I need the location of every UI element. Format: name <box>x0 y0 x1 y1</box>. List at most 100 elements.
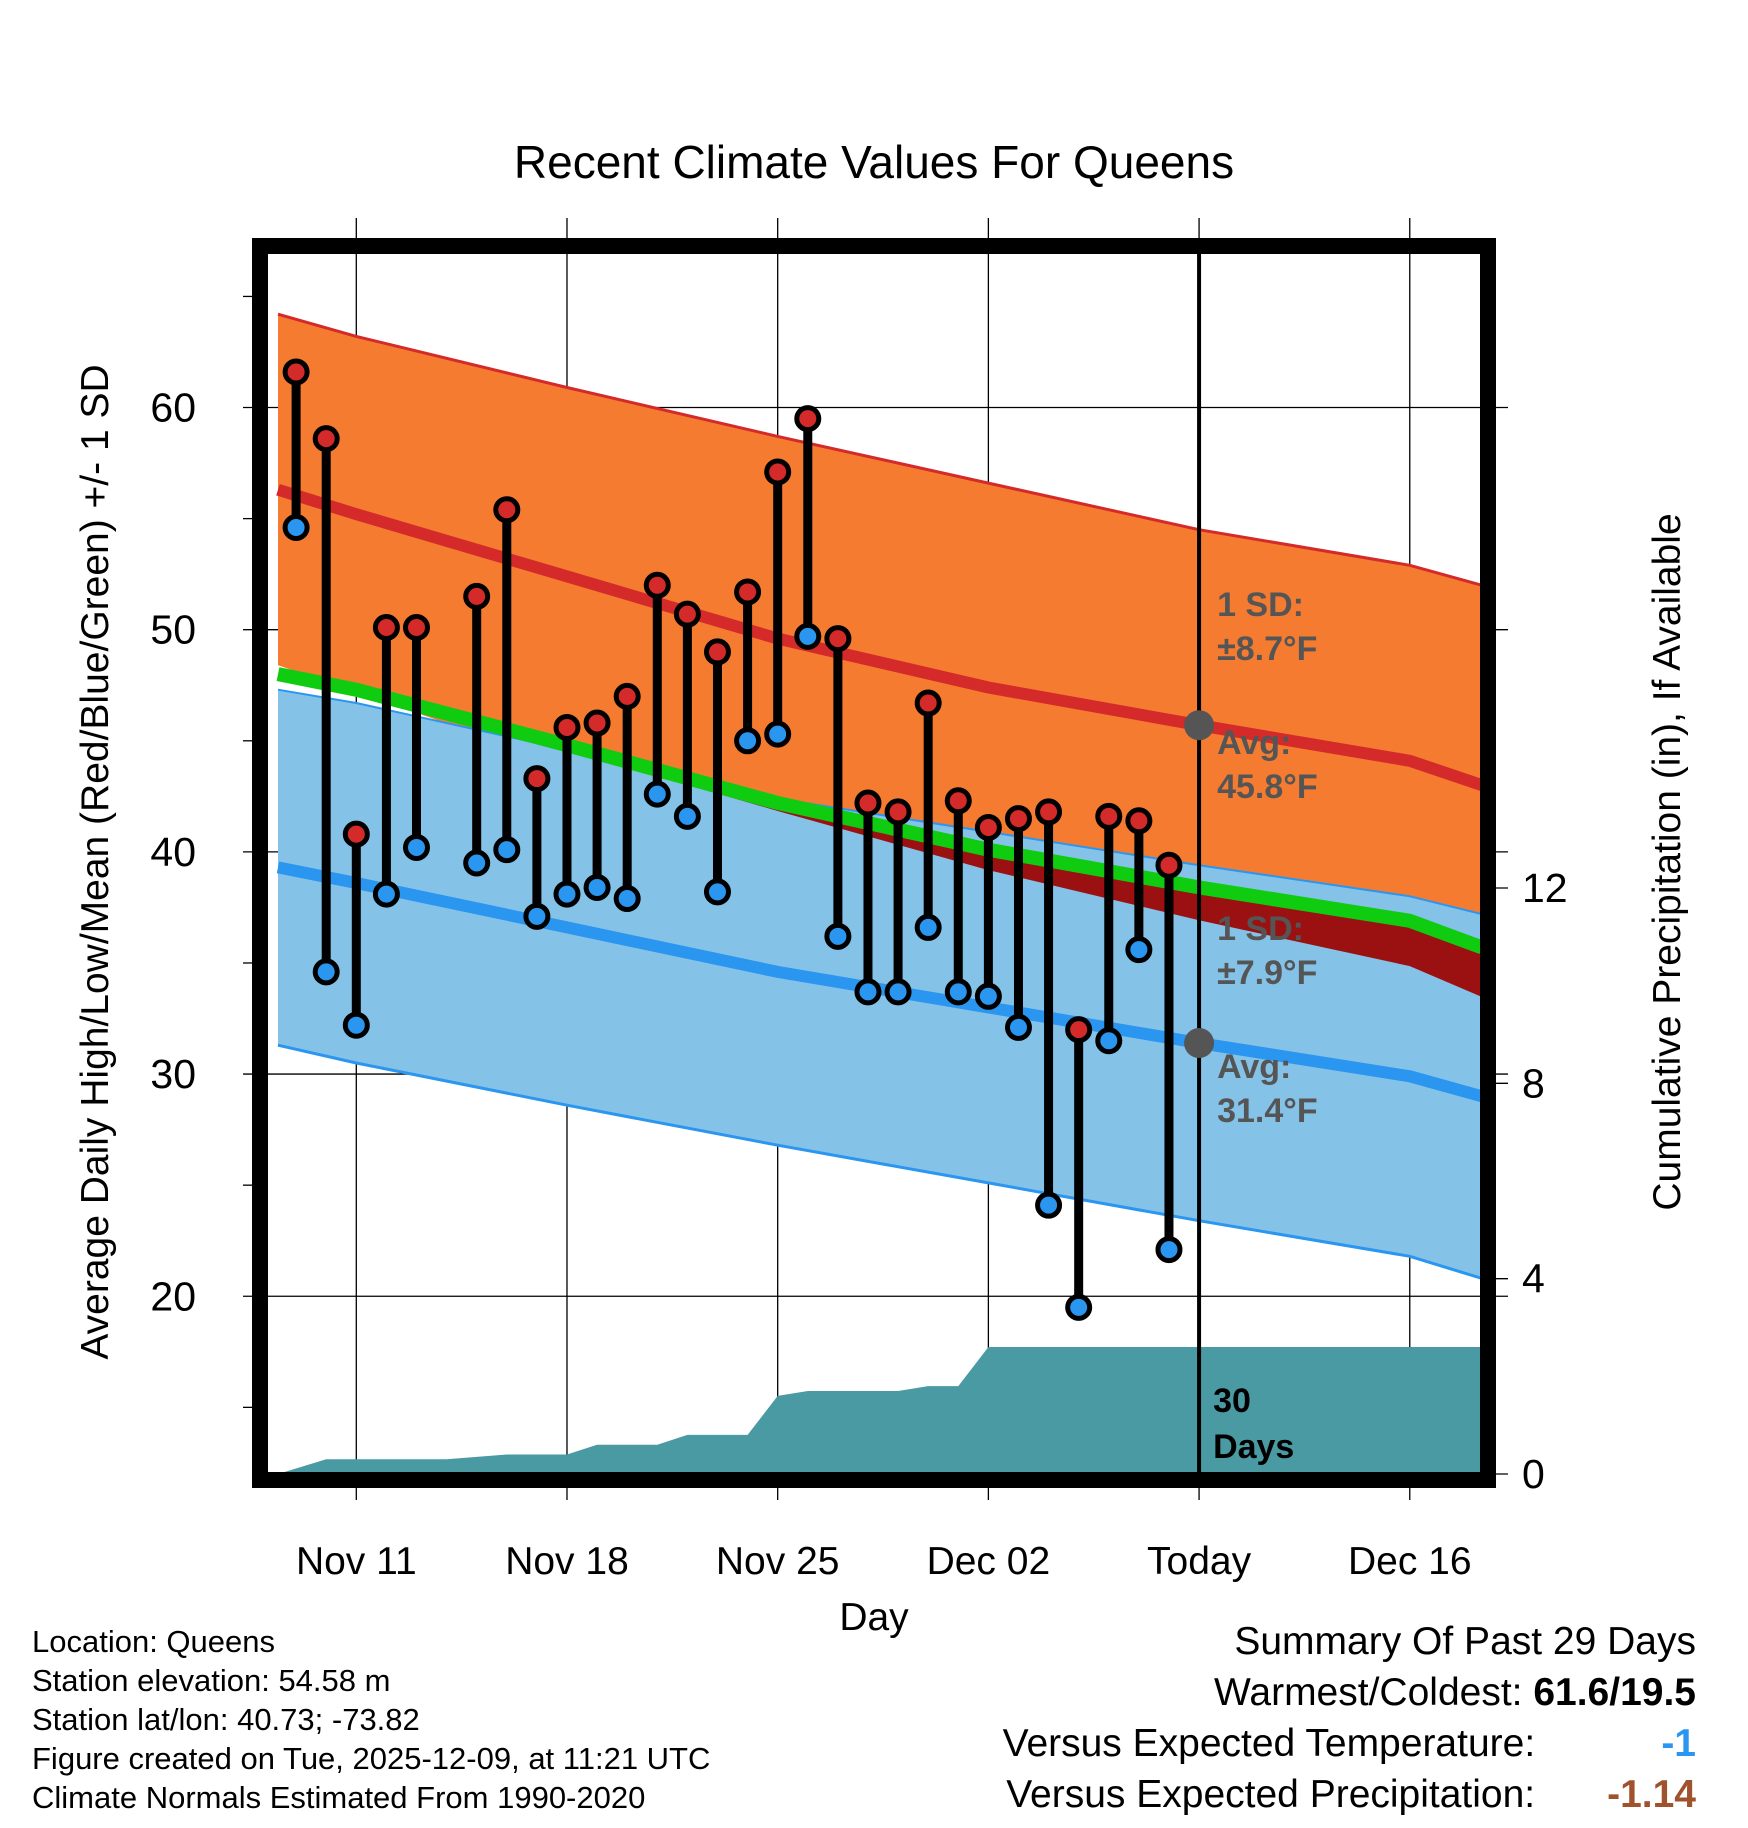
elevation-text: Station elevation: 54.58 m <box>32 1663 391 1698</box>
y-tick-label: 20 <box>150 1273 196 1319</box>
overlap-band <box>278 674 1482 997</box>
x-tick-label: Dec 16 <box>1348 1540 1472 1583</box>
high-point <box>854 789 882 817</box>
low-point <box>613 885 641 913</box>
temp-vs-expected-value: -1 <box>1661 1722 1696 1765</box>
high-point <box>884 798 912 826</box>
days-word: Days <box>1213 1428 1294 1466</box>
normals-text: Climate Normals Estimated From 1990-2020 <box>32 1780 646 1815</box>
high-point <box>734 578 762 606</box>
low-point <box>1155 1236 1183 1264</box>
low-point <box>884 978 912 1006</box>
high-point <box>673 600 701 628</box>
low-point <box>342 1011 370 1039</box>
low-point <box>703 878 731 906</box>
high-point <box>824 625 852 653</box>
precip-vs-expected-label: Versus Expected Precipitation: <box>1006 1773 1536 1816</box>
low-point <box>1095 1027 1123 1055</box>
high-point <box>944 787 972 815</box>
chart-title: Recent Climate Values For Queens <box>514 136 1234 188</box>
warmest-value: 61.6/19.5 <box>1533 1671 1696 1714</box>
low-avg-value: 31.4°F <box>1217 1092 1318 1130</box>
high-point <box>312 425 340 453</box>
y2-tick-label: 0 <box>1522 1451 1545 1497</box>
plot-area <box>276 252 1482 1474</box>
high-point <box>764 458 792 486</box>
warmest-coldest-row: Warmest/Coldest: 61.6/19.5 <box>1003 1667 1696 1718</box>
low-point <box>854 978 882 1006</box>
today-low-avg-dot <box>1184 1027 1215 1058</box>
low-lower-line <box>277 1043 1482 1280</box>
low-point <box>463 849 491 877</box>
high-point <box>583 709 611 737</box>
created-text: Figure created on Tue, 2025-12-09, at 11… <box>32 1741 711 1776</box>
y2-axis-label: Cumulative Precipitation (in), If Availa… <box>1646 513 1689 1210</box>
y-tick-label: 40 <box>150 829 196 875</box>
low-point <box>282 514 310 542</box>
station-info: Location: Queens Station elevation: 54.5… <box>32 1622 710 1817</box>
x-tick-label: Today <box>1147 1540 1252 1583</box>
low-point <box>643 780 671 808</box>
high-sd-label: 1 SD: <box>1217 586 1304 624</box>
low-point <box>402 833 430 861</box>
high-point <box>914 689 942 717</box>
low-point <box>944 978 972 1006</box>
high-point <box>1004 805 1032 833</box>
temp-vs-expected-label: Versus Expected Temperature: <box>1002 1722 1536 1765</box>
summary-panel: Summary Of Past 29 Days Warmest/Coldest:… <box>1003 1616 1696 1820</box>
high-sd-band <box>278 314 1482 986</box>
high-avg-line <box>276 483 1482 791</box>
high-point <box>643 571 671 599</box>
plot-frame <box>252 238 1496 1488</box>
location-text: Location: Queens <box>32 1624 276 1659</box>
axes: Nov 11 Nov 18 Nov 25 Dec 02 Today Dec 16 20 30 4… <box>150 238 1568 1583</box>
low-point <box>372 880 400 908</box>
y-axis-label: Average Daily High/Low/Mean (Red/Blue/Gr… <box>74 364 117 1359</box>
low-point <box>1125 936 1153 964</box>
high-point <box>1035 798 1063 826</box>
low-point <box>312 958 340 986</box>
high-point <box>493 496 521 524</box>
low-point <box>1004 1013 1032 1041</box>
high-avg-label: Avg: <box>1217 724 1291 762</box>
precip-vs-expected-value: -1.14 <box>1607 1773 1696 1816</box>
precip-vs-expected-row: Versus Expected Precipitation: -1.14 <box>1003 1769 1696 1820</box>
high-point <box>1095 802 1123 830</box>
high-point <box>1155 851 1183 879</box>
x-axis-label: Day <box>839 1596 909 1639</box>
low-upper-line <box>277 688 1482 916</box>
low-sd-value: ±7.9°F <box>1217 954 1317 992</box>
latlon-text: Station lat/lon: 40.73; -73.82 <box>32 1702 420 1737</box>
warmest-label: Warmest/Coldest: <box>1214 1671 1523 1714</box>
high-point <box>1065 1016 1093 1044</box>
high-point <box>342 820 370 848</box>
high-point <box>463 582 491 610</box>
low-point <box>794 622 822 650</box>
y2-tick-label: 12 <box>1522 865 1568 911</box>
high-point <box>1125 807 1153 835</box>
annotations: 1 SD: ±8.7°F Avg: 45.8°F 1 SD: ±7.9°F Avg: 31.4… <box>1184 586 1318 1466</box>
today-high-avg-dot <box>1184 710 1215 741</box>
y-tick-label: 30 <box>150 1051 196 1097</box>
y-tick-label: 50 <box>150 607 196 653</box>
high-point <box>974 813 1002 841</box>
y2-tick-label: 8 <box>1522 1060 1545 1106</box>
high-point <box>794 405 822 433</box>
low-point <box>583 873 611 901</box>
days-number: 30 <box>1213 1382 1251 1420</box>
summary-title: Summary Of Past 29 Days <box>1234 1620 1696 1663</box>
high-avg-value: 45.8°F <box>1217 768 1318 806</box>
high-point <box>372 613 400 641</box>
x-tick-label: Dec 02 <box>927 1540 1051 1583</box>
low-point <box>1035 1191 1063 1219</box>
low-point <box>1065 1293 1093 1321</box>
x-tick-label: Nov 18 <box>505 1540 629 1583</box>
temp-vs-expected-row: Versus Expected Temperature: -1 <box>1003 1718 1696 1769</box>
x-tick-label: Nov 25 <box>716 1540 840 1583</box>
low-point <box>523 902 551 930</box>
precip-area <box>278 1347 1482 1474</box>
low-sd-label: 1 SD: <box>1217 910 1304 948</box>
low-point <box>824 922 852 950</box>
high-point <box>402 613 430 641</box>
